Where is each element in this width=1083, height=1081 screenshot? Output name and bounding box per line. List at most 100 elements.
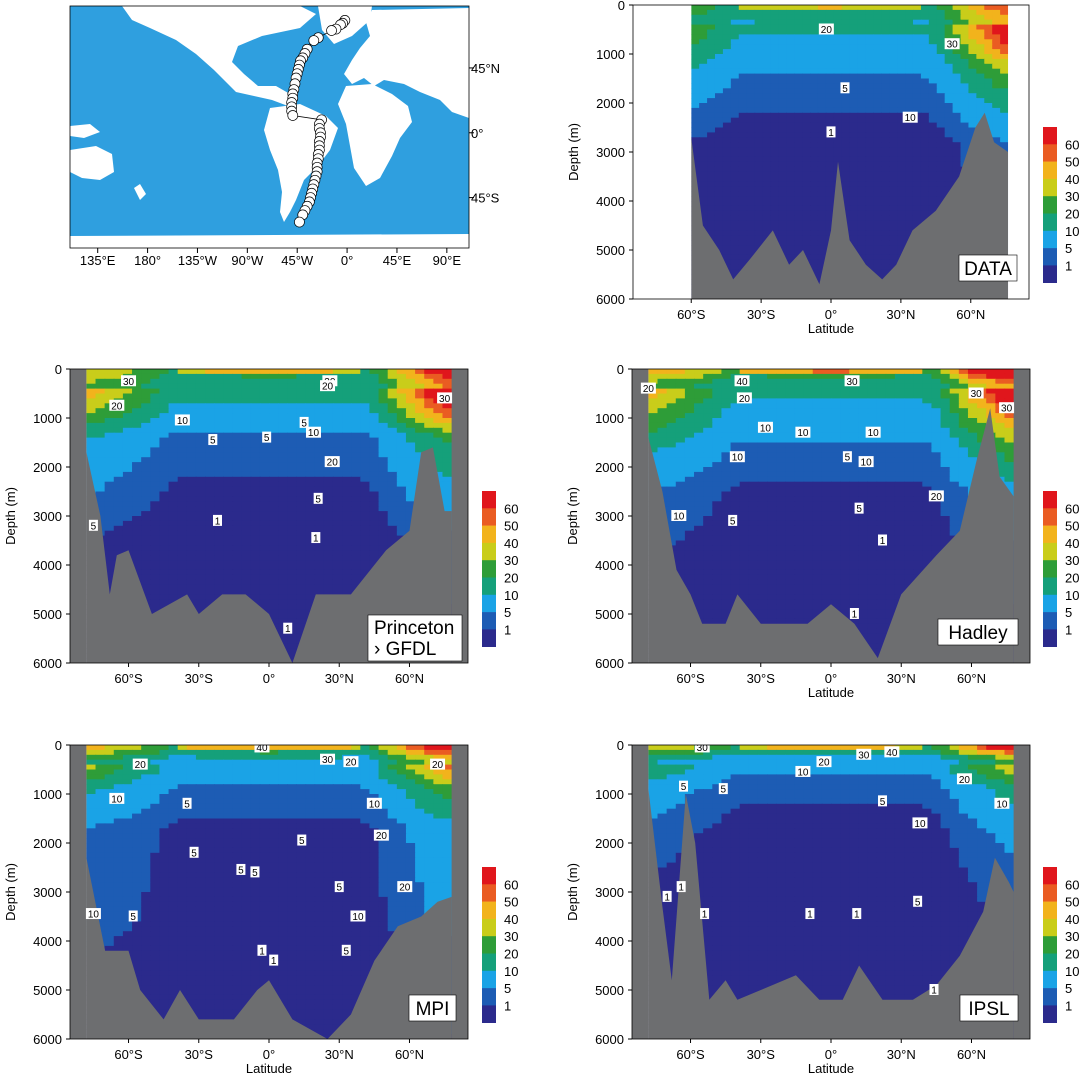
field-cell xyxy=(738,147,748,153)
field-cell xyxy=(360,511,371,517)
field-cell xyxy=(778,68,787,75)
field-cell xyxy=(360,565,371,571)
field-cell xyxy=(95,408,106,414)
field-cell xyxy=(177,530,188,537)
field-cell xyxy=(936,107,946,114)
field-cell xyxy=(857,9,867,16)
field-cell xyxy=(817,39,827,45)
field-cell xyxy=(897,225,906,231)
field-cell xyxy=(132,447,142,453)
field-cell xyxy=(762,127,772,133)
field-cell xyxy=(960,24,970,31)
field-cell xyxy=(351,501,361,507)
field-cell xyxy=(714,152,724,158)
xlabel: Latitude xyxy=(808,321,854,336)
field-cell xyxy=(442,383,453,390)
field-cell xyxy=(722,93,732,99)
field-cell xyxy=(730,112,740,119)
field-cell xyxy=(833,73,843,80)
field-cell xyxy=(857,78,867,84)
field-cell xyxy=(825,181,835,187)
field-cell xyxy=(738,73,748,80)
field-cell xyxy=(825,14,835,21)
field-cell xyxy=(833,49,843,55)
field-cell xyxy=(881,166,890,173)
field-cell xyxy=(944,14,954,21)
station-point xyxy=(326,25,337,36)
field-cell xyxy=(730,230,740,236)
field-cell xyxy=(342,476,352,483)
field-cell xyxy=(722,19,732,26)
field-cell xyxy=(433,442,444,448)
field-cell xyxy=(865,220,874,227)
field-cell xyxy=(150,569,161,576)
field-cell xyxy=(269,540,279,546)
field-cell xyxy=(960,137,970,143)
field-cell xyxy=(195,447,206,453)
field-cell xyxy=(810,103,819,109)
field-cell xyxy=(897,215,906,222)
field-cell xyxy=(857,205,867,212)
field-cell xyxy=(305,383,316,390)
field-cell xyxy=(802,117,811,124)
field-cell xyxy=(122,388,133,395)
field-cell xyxy=(738,112,748,119)
field-cell xyxy=(936,83,946,89)
field-cell xyxy=(889,230,898,236)
outside-domain-left xyxy=(633,5,692,299)
field-cell xyxy=(287,437,297,444)
field-cell xyxy=(132,550,142,556)
field-cell xyxy=(714,161,724,168)
field-cell xyxy=(296,540,307,546)
landmass-5 xyxy=(70,146,114,180)
field-cell xyxy=(168,501,179,507)
field-cell xyxy=(865,166,874,173)
field-cell xyxy=(984,88,993,94)
field-cell xyxy=(314,462,325,468)
field-cell xyxy=(104,462,115,468)
field-cell xyxy=(786,210,795,217)
field-cell xyxy=(786,205,795,212)
field-cell xyxy=(296,618,307,625)
field-cell xyxy=(881,122,890,129)
field-cell xyxy=(920,14,930,21)
field-cell xyxy=(132,462,142,468)
field-cell xyxy=(342,501,352,507)
field-cell xyxy=(691,152,700,158)
field-cell xyxy=(897,152,906,158)
field-cell xyxy=(770,230,779,236)
field-cell xyxy=(314,393,325,399)
field-cell xyxy=(968,78,977,84)
field-cell xyxy=(738,254,748,261)
field-cell xyxy=(259,491,270,497)
field-cell xyxy=(912,191,922,197)
field-cell xyxy=(250,452,261,458)
field-cell xyxy=(905,44,914,50)
field-cell xyxy=(159,584,170,591)
field-cell xyxy=(415,442,425,448)
field-cell xyxy=(405,447,416,453)
field-cell xyxy=(168,516,179,522)
field-cell xyxy=(168,525,179,532)
field-cell xyxy=(241,574,252,581)
field-cell xyxy=(770,147,779,153)
field-cell xyxy=(960,78,970,84)
field-cell xyxy=(241,403,252,409)
field-cell xyxy=(873,117,882,124)
field-cell xyxy=(141,579,151,586)
field-cell xyxy=(287,535,297,542)
field-cell xyxy=(159,579,170,586)
field-cell xyxy=(738,98,748,104)
field-cell xyxy=(920,132,930,138)
field-cell xyxy=(278,638,288,644)
field-cell xyxy=(786,196,795,202)
field-cell xyxy=(113,520,124,527)
field-cell xyxy=(159,422,170,429)
field-cell xyxy=(332,476,343,483)
field-cell xyxy=(802,112,811,119)
field-cell xyxy=(269,457,279,463)
map-xtick-label: 90°W xyxy=(231,253,264,268)
field-cell xyxy=(323,467,334,473)
field-cell xyxy=(387,457,398,463)
